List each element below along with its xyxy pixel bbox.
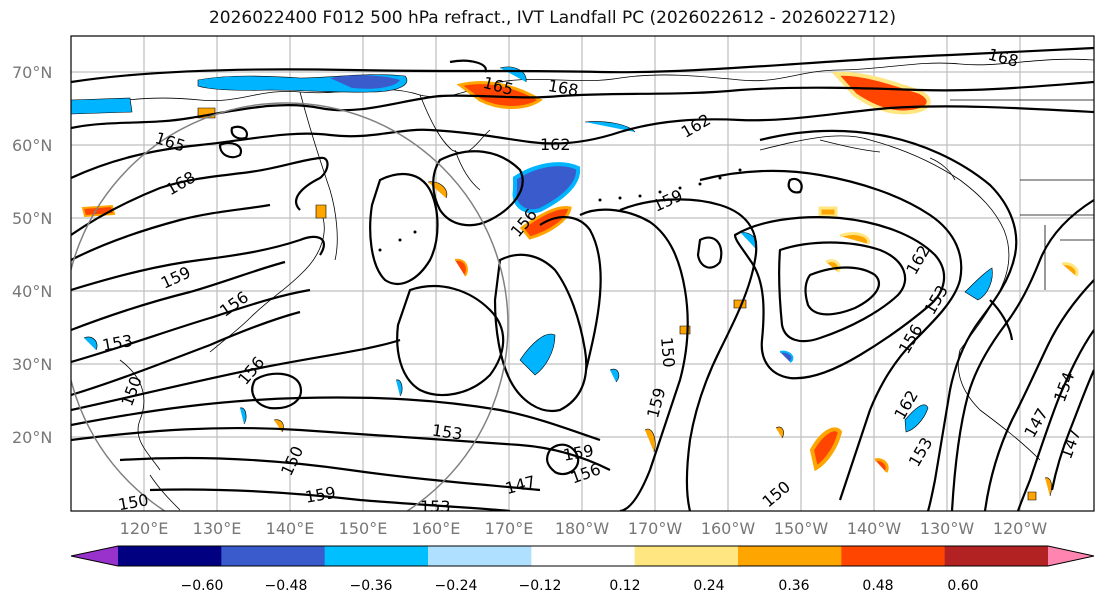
- contour-label: 153: [420, 497, 451, 516]
- colorbar-tick-label: −0.12: [519, 578, 562, 594]
- patch-orange-14: [1044, 477, 1052, 497]
- contour-label: 153: [431, 421, 464, 444]
- colorbar-tick-label: −0.24: [435, 578, 478, 594]
- map-frame: [70, 35, 1095, 512]
- patch-orange-2: [831, 71, 931, 115]
- patch-blue-3: [71, 97, 133, 115]
- patch-blue-7: [519, 333, 556, 376]
- contour-label: 150: [657, 336, 679, 368]
- patch-blue-2: [330, 75, 400, 89]
- patch-orange-12: [644, 428, 656, 453]
- patch-blue-9: [779, 350, 794, 363]
- patch-orange-1: [456, 81, 543, 109]
- lon-label: 140°W: [847, 519, 902, 538]
- colorbar: [70, 545, 1095, 567]
- patch-redorange-2: [809, 427, 843, 472]
- lon-label: 140°E: [266, 519, 315, 538]
- lon-label: 150°W: [774, 519, 829, 538]
- colorbar-segment: [118, 546, 222, 566]
- patch-blue-13: [239, 407, 247, 425]
- longitude-labels: 120°E 130°E 140°E 150°E 160°E 170°E 180°…: [120, 519, 1048, 538]
- patch-orange-15: [1027, 491, 1037, 501]
- colorbar-segment: [428, 546, 532, 566]
- lat-label: 60°N: [12, 136, 52, 155]
- patch-blue-5: [584, 121, 636, 133]
- patch-orange-11: [1061, 262, 1079, 277]
- colorbar-tick-label: −0.48: [265, 578, 308, 594]
- lon-label: 130°W: [920, 519, 975, 538]
- lat-label: 30°N: [12, 355, 52, 374]
- landfall-circle: [71, 102, 509, 511]
- lon-label: 160°E: [412, 519, 461, 538]
- latitude-labels: 70°N 60°N 50°N 40°N 30°N 20°N: [12, 63, 52, 447]
- patch-orange-7: [315, 204, 327, 219]
- colorbar-extend-high: [1048, 546, 1094, 566]
- lon-label: 150°E: [339, 519, 388, 538]
- colorbar-segment: [221, 546, 326, 566]
- colorbar-tick-label: 0.36: [778, 578, 809, 594]
- patch-redorange-3: [874, 458, 889, 473]
- refractivity-contours: [71, 46, 1094, 511]
- lon-label: 120°W: [993, 519, 1048, 538]
- colorbar-segment: [634, 546, 739, 566]
- colorbar-segment: [324, 546, 429, 566]
- colorbar-segment: [841, 546, 946, 566]
- colorbar-segment: [944, 546, 1049, 566]
- colorbar-tick-label: 0.12: [609, 578, 640, 594]
- colorbar-tick-label: −0.60: [181, 578, 224, 594]
- lat-label: 70°N: [12, 63, 52, 82]
- colorbar-tick-label: −0.36: [350, 578, 393, 594]
- colorbar-outline: [70, 545, 1095, 567]
- aleutian-islands: [378, 168, 742, 252]
- colorbar-segment: [738, 546, 842, 566]
- lon-label: 170°W: [628, 519, 683, 538]
- patch-redorange-1: [454, 258, 468, 277]
- colorbar-extend-low: [71, 546, 118, 566]
- lat-label: 20°N: [12, 428, 52, 447]
- chart-title: 2026022400 F012 500 hPa refract., IVT La…: [208, 8, 896, 28]
- patch-orange-10: [818, 206, 838, 218]
- patch-orange-13: [775, 426, 784, 439]
- lon-label: 180°W: [555, 519, 610, 538]
- patch-blue-12: [83, 336, 98, 351]
- patch-blue-15: [609, 368, 620, 383]
- colorbar-tick-labels: −0.60 −0.48 −0.36 −0.24 −0.12 0.12 0.24 …: [181, 578, 979, 594]
- patch-orange-8: [839, 232, 871, 245]
- colorbar-segment: [531, 546, 636, 566]
- colorbar-tick-label: 0.60: [947, 578, 978, 594]
- contour-label: 150: [117, 490, 150, 514]
- colorbar-tick-label: 0.48: [862, 578, 893, 594]
- patch-blue-11: [904, 404, 929, 433]
- lon-label: 170°E: [485, 519, 534, 538]
- colorbar-tick-label: 0.24: [693, 578, 724, 594]
- lon-label: 130°E: [193, 519, 242, 538]
- patch-blue-6: [512, 162, 581, 214]
- patch-blue-10: [964, 267, 993, 301]
- lon-label: 120°E: [120, 519, 169, 538]
- lon-label: 160°W: [701, 519, 756, 538]
- patch-blue-14: [395, 379, 403, 397]
- lat-label: 40°N: [12, 282, 52, 301]
- lat-label: 50°N: [12, 209, 52, 228]
- contour-label: 162: [540, 135, 571, 154]
